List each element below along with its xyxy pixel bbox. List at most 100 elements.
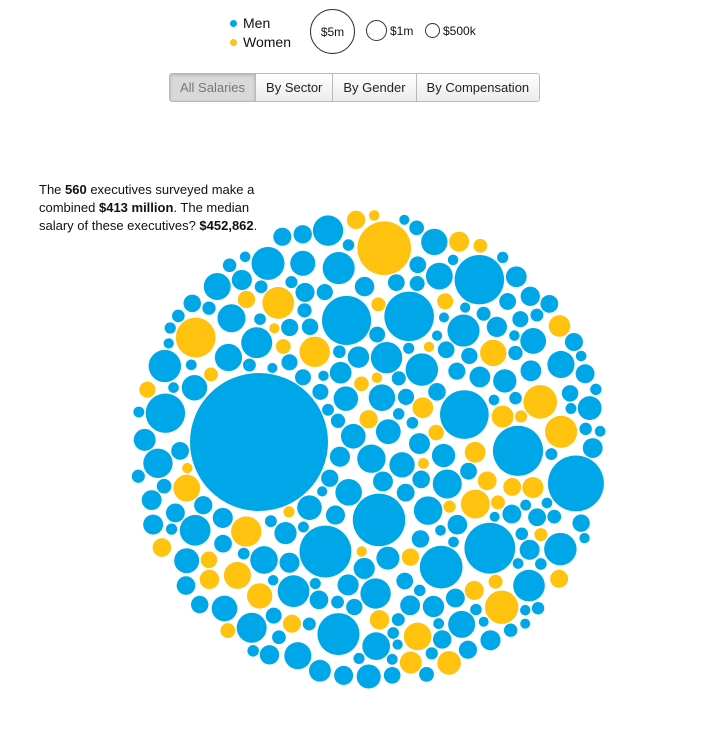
bubble-men[interactable] [577, 396, 602, 421]
bubble-men[interactable] [185, 359, 197, 371]
bubble-men[interactable] [272, 630, 286, 645]
bubble-men[interactable] [194, 496, 213, 515]
bubble-men[interactable] [469, 366, 491, 388]
bubble-men[interactable] [520, 286, 540, 306]
bubble-men[interactable] [301, 318, 319, 336]
bubble-men[interactable] [131, 469, 145, 483]
bubble-men[interactable] [409, 276, 425, 292]
bubble-women[interactable] [371, 297, 386, 312]
bubble-women[interactable] [503, 477, 522, 496]
bubble-men[interactable] [493, 369, 517, 393]
bubble-men[interactable] [447, 314, 480, 347]
bubble-women[interactable] [423, 341, 435, 353]
bubble-men[interactable] [203, 272, 231, 301]
bubble-men[interactable] [334, 665, 354, 685]
bubble-men[interactable] [579, 422, 592, 436]
bubble-men[interactable] [503, 623, 518, 637]
bubble-men[interactable] [353, 652, 365, 665]
bubble-men[interactable] [217, 304, 246, 333]
bubble-men[interactable] [212, 507, 233, 528]
bubble-men[interactable] [254, 280, 268, 294]
bubble-men[interactable] [458, 640, 478, 659]
bubble-men[interactable] [447, 514, 468, 535]
bubble-men[interactable] [302, 617, 316, 631]
bubble-women[interactable] [139, 381, 156, 398]
bubble-men[interactable] [547, 455, 604, 512]
bubble-men[interactable] [148, 349, 182, 383]
bubble-men[interactable] [299, 525, 352, 578]
bubble-men[interactable] [317, 613, 360, 656]
bubble-women[interactable] [491, 495, 505, 510]
bubble-women[interactable] [460, 489, 490, 519]
bubble-men[interactable] [391, 613, 405, 627]
bubble-men[interactable] [575, 350, 587, 362]
bubble-men[interactable] [448, 536, 459, 548]
bubble-men[interactable] [413, 584, 426, 597]
bubble-men[interactable] [520, 360, 542, 382]
bubble-men[interactable] [241, 327, 273, 359]
bubble-men[interactable] [460, 462, 477, 480]
bubble-women[interactable] [480, 339, 507, 367]
bubble-men[interactable] [156, 478, 172, 494]
bubble-men[interactable] [387, 627, 400, 639]
tab-by-compensation[interactable]: By Compensation [416, 74, 540, 101]
bubble-men[interactable] [431, 330, 443, 341]
bubble-men[interactable] [397, 388, 415, 405]
bubble-women[interactable] [200, 551, 218, 569]
bubble-men[interactable] [405, 353, 439, 386]
bubble-women[interactable] [437, 293, 454, 310]
bubble-men[interactable] [486, 316, 507, 338]
bubble-women[interactable] [223, 561, 251, 589]
bubble-men[interactable] [413, 496, 443, 525]
bubble-men[interactable] [590, 383, 602, 396]
bubble-men[interactable] [259, 645, 280, 665]
bubble-men[interactable] [190, 373, 328, 511]
bubble-women[interactable] [220, 623, 236, 639]
bubble-men[interactable] [411, 530, 430, 548]
bubble-men[interactable] [321, 295, 372, 346]
bubble-men[interactable] [502, 504, 522, 524]
bubble-men[interactable] [565, 402, 577, 414]
bubble-men[interactable] [322, 403, 334, 416]
bubble-men[interactable] [375, 419, 401, 445]
bubble-women[interactable] [418, 458, 429, 469]
bubble-men[interactable] [267, 362, 278, 373]
bubble-men[interactable] [264, 515, 277, 528]
bubble-men[interactable] [421, 228, 448, 256]
bubble-women[interactable] [173, 474, 201, 502]
bubble-men[interactable] [231, 269, 252, 291]
bubble-men[interactable] [285, 276, 298, 289]
bubble-women[interactable] [534, 528, 548, 542]
bubble-men[interactable] [392, 639, 403, 650]
bubble-men[interactable] [400, 595, 421, 616]
bubble-men[interactable] [174, 548, 200, 574]
bubble-men[interactable] [297, 303, 312, 318]
bubble-men[interactable] [540, 294, 559, 313]
bubble-women[interactable] [401, 548, 420, 566]
bubble-men[interactable] [145, 393, 186, 433]
bubble-men[interactable] [353, 557, 375, 580]
bubble-men[interactable] [362, 632, 391, 661]
bubble-men[interactable] [425, 647, 438, 660]
bubble-women[interactable] [412, 397, 434, 419]
bubble-men[interactable] [464, 522, 516, 574]
bubble-men[interactable] [176, 576, 196, 595]
bubble-men[interactable] [360, 578, 391, 609]
bubble-men[interactable] [333, 386, 359, 411]
bubble-men[interactable] [541, 497, 553, 509]
bubble-men[interactable] [391, 371, 406, 386]
bubble-women[interactable] [368, 210, 380, 221]
bubble-women[interactable] [359, 410, 378, 429]
bubble-men[interactable] [419, 545, 463, 589]
bubble-men[interactable] [342, 239, 355, 251]
bubble-men[interactable] [309, 578, 321, 590]
bubble-men[interactable] [325, 505, 346, 525]
bubble-men[interactable] [214, 534, 232, 553]
bubble-men[interactable] [179, 514, 211, 546]
bubble-men[interactable] [354, 276, 375, 297]
bubble-men[interactable] [250, 546, 278, 574]
bubble-men[interactable] [236, 612, 267, 643]
bubble-men[interactable] [508, 345, 523, 361]
bubble-men[interactable] [297, 521, 309, 533]
bubble-men[interactable] [330, 413, 346, 428]
